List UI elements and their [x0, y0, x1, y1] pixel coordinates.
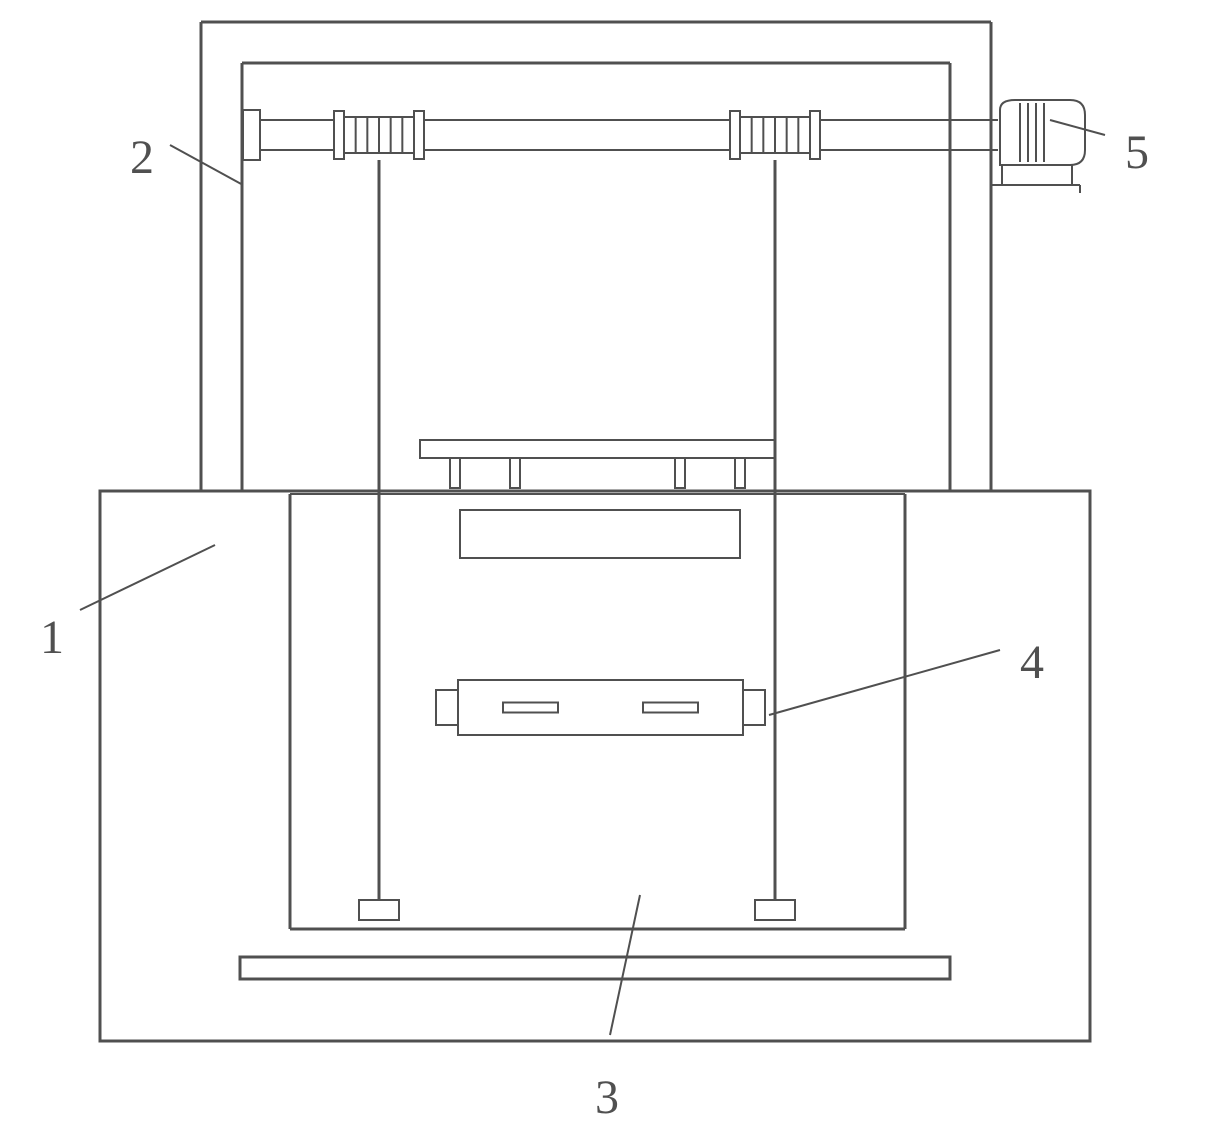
callout-label-1: 1 [40, 610, 64, 665]
callout-label-3: 3 [595, 1070, 619, 1125]
callout-label-2: 2 [130, 130, 154, 185]
callout-label-4: 4 [1020, 635, 1044, 690]
diagram-container: 1 2 3 4 5 [0, 0, 1214, 1127]
callout-label-5: 5 [1125, 125, 1149, 180]
technical-diagram [0, 0, 1214, 1127]
